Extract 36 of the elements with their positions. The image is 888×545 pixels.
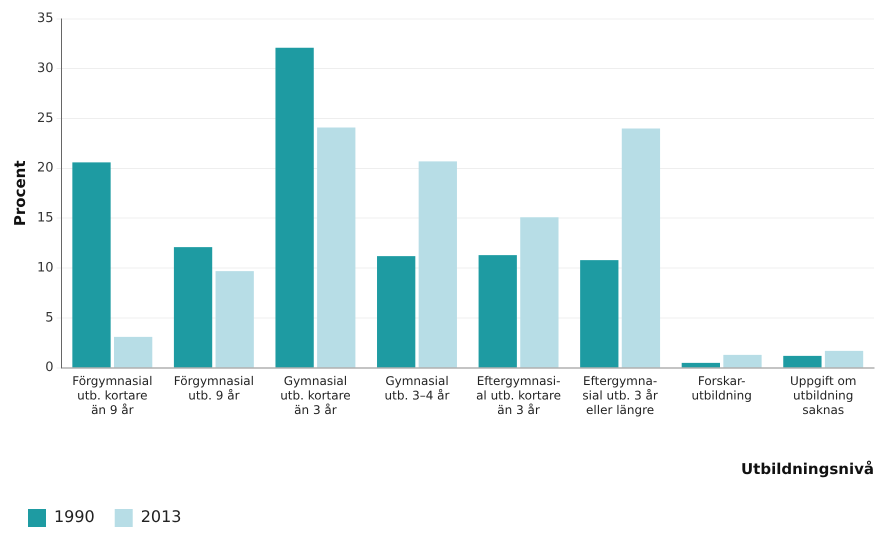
x-tick-label: Forskar- utbildning [691,374,752,403]
bar [723,354,762,368]
bar [682,362,720,368]
bar [72,162,111,368]
x-tick-label: Eftergymnasi- al utb. kortare än 3 år [476,374,562,417]
legend-label: 1990 [54,507,95,526]
bar [216,271,254,368]
x-tick-label: Eftergymna- sial utb. 3 år eller längre [582,374,658,417]
y-tick-label: 10 [36,260,54,276]
y-tick-label: 25 [36,110,54,126]
y-tick-label: 35 [36,11,54,26]
bar [478,255,517,368]
y-tick-label: 30 [36,61,54,76]
x-axis-title: Utbildningsnivå [741,460,874,478]
y-tick-label: 0 [45,360,54,376]
bar [377,256,416,368]
bar [580,260,618,368]
y-tick-label: 5 [45,310,54,326]
bar [275,48,314,368]
x-tick-label: Förgymnasial utb. 9 år [174,374,254,403]
bar [317,127,356,368]
y-tick-label: 15 [36,210,54,226]
y-tick-label: 20 [36,160,54,176]
x-tick-label: Uppgift om utbildning saknas [790,374,856,417]
y-axis-title: Procent [10,160,29,226]
bar [783,356,822,368]
bar [114,336,152,368]
bar [622,128,660,368]
bar [174,247,212,368]
bar [824,350,864,368]
x-tick-label: Förgymnasial utb. kortare än 9 år [72,374,152,417]
x-tick-label: Gymnasial utb. 3–4 år [384,374,450,403]
bar [520,217,559,368]
legend-label: 2013 [140,507,182,526]
bar [418,161,457,368]
x-tick-label: Gymnasial utb. kortare än 3 år [280,374,351,417]
